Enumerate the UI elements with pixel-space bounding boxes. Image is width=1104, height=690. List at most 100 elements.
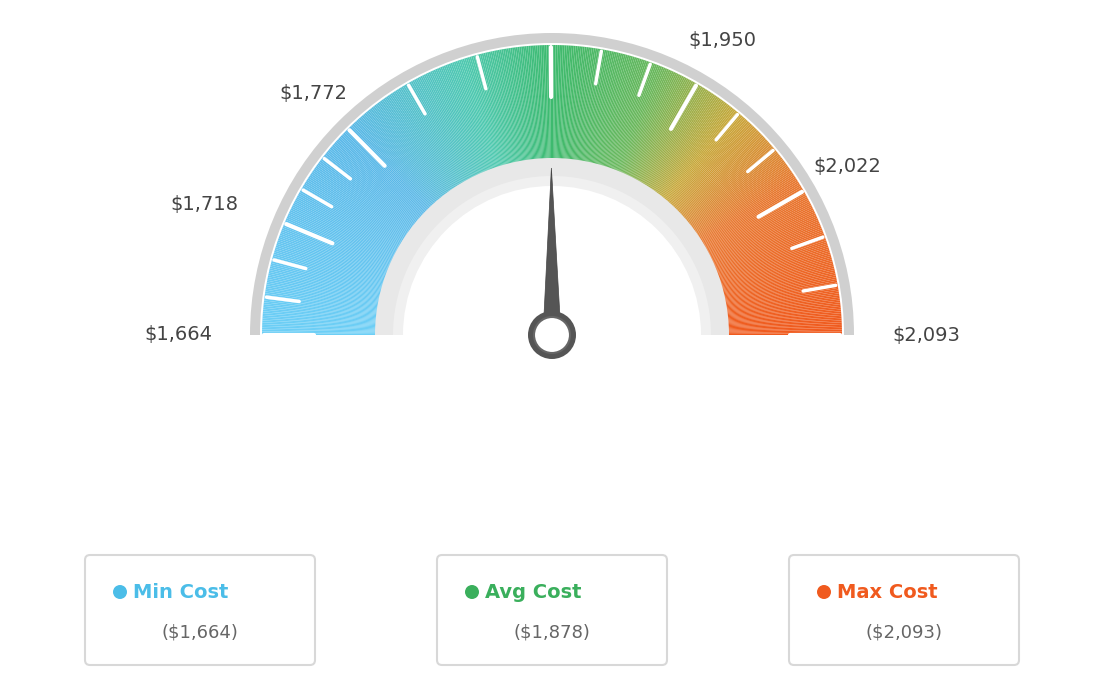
- Wedge shape: [714, 226, 821, 270]
- Wedge shape: [586, 50, 609, 164]
- Wedge shape: [604, 58, 640, 168]
- Wedge shape: [720, 253, 830, 286]
- Wedge shape: [323, 155, 415, 227]
- Wedge shape: [574, 48, 591, 161]
- Wedge shape: [277, 242, 386, 280]
- Wedge shape: [389, 94, 455, 190]
- Wedge shape: [275, 249, 385, 284]
- Wedge shape: [609, 61, 648, 170]
- Wedge shape: [363, 114, 438, 202]
- Wedge shape: [666, 115, 742, 203]
- Wedge shape: [295, 200, 397, 255]
- Wedge shape: [375, 104, 446, 196]
- Wedge shape: [584, 50, 606, 163]
- Wedge shape: [626, 72, 677, 177]
- Wedge shape: [395, 90, 458, 188]
- Wedge shape: [523, 46, 535, 161]
- Wedge shape: [267, 281, 380, 304]
- Wedge shape: [720, 254, 831, 287]
- FancyBboxPatch shape: [789, 555, 1019, 665]
- Wedge shape: [512, 48, 529, 161]
- Wedge shape: [513, 48, 530, 161]
- Wedge shape: [306, 179, 404, 242]
- Wedge shape: [726, 302, 840, 316]
- Wedge shape: [265, 293, 379, 311]
- Wedge shape: [726, 308, 841, 319]
- Wedge shape: [688, 153, 779, 226]
- Wedge shape: [710, 208, 814, 259]
- Wedge shape: [279, 235, 388, 276]
- Wedge shape: [606, 59, 644, 169]
- Wedge shape: [666, 114, 741, 202]
- Wedge shape: [680, 137, 765, 216]
- Wedge shape: [268, 273, 381, 299]
- Wedge shape: [572, 47, 586, 161]
- Wedge shape: [608, 60, 647, 170]
- Wedge shape: [712, 218, 818, 266]
- Wedge shape: [288, 213, 393, 262]
- Wedge shape: [593, 53, 620, 165]
- Wedge shape: [726, 313, 841, 323]
- Wedge shape: [713, 223, 820, 268]
- Wedge shape: [618, 67, 664, 173]
- Wedge shape: [659, 106, 731, 197]
- Wedge shape: [669, 119, 746, 205]
- Wedge shape: [314, 169, 408, 236]
- Wedge shape: [661, 108, 734, 199]
- Wedge shape: [724, 284, 838, 306]
- Wedge shape: [643, 87, 704, 186]
- Wedge shape: [406, 83, 465, 184]
- Wedge shape: [250, 33, 854, 335]
- Wedge shape: [400, 87, 461, 186]
- Wedge shape: [562, 46, 570, 160]
- Circle shape: [465, 585, 479, 599]
- Wedge shape: [723, 277, 837, 301]
- Wedge shape: [684, 146, 773, 221]
- Polygon shape: [543, 168, 561, 350]
- Wedge shape: [312, 170, 407, 237]
- Wedge shape: [297, 195, 399, 252]
- Wedge shape: [327, 152, 416, 225]
- Wedge shape: [473, 55, 506, 167]
- Wedge shape: [468, 57, 502, 168]
- Wedge shape: [719, 246, 828, 282]
- Wedge shape: [677, 131, 760, 213]
- Wedge shape: [593, 53, 623, 165]
- Wedge shape: [726, 324, 842, 330]
- Wedge shape: [278, 237, 388, 277]
- Wedge shape: [638, 83, 697, 184]
- Wedge shape: [716, 237, 826, 277]
- Wedge shape: [380, 100, 449, 194]
- Wedge shape: [457, 60, 496, 170]
- Wedge shape: [660, 107, 733, 198]
- Wedge shape: [708, 204, 811, 257]
- Wedge shape: [696, 169, 790, 236]
- Wedge shape: [602, 57, 636, 168]
- Wedge shape: [726, 330, 842, 333]
- Wedge shape: [716, 235, 825, 276]
- Wedge shape: [299, 190, 401, 249]
- Wedge shape: [499, 50, 521, 163]
- Wedge shape: [338, 138, 424, 217]
- Wedge shape: [319, 160, 413, 230]
- Wedge shape: [720, 256, 831, 288]
- Wedge shape: [580, 48, 599, 162]
- Wedge shape: [647, 91, 711, 188]
- Wedge shape: [272, 259, 383, 290]
- Wedge shape: [266, 282, 380, 304]
- Wedge shape: [563, 46, 572, 160]
- Wedge shape: [373, 106, 445, 197]
- Wedge shape: [369, 109, 443, 199]
- Wedge shape: [463, 59, 499, 168]
- Wedge shape: [697, 170, 792, 237]
- Wedge shape: [538, 46, 544, 160]
- Wedge shape: [690, 157, 783, 228]
- Wedge shape: [552, 45, 554, 160]
- Wedge shape: [272, 261, 383, 291]
- Wedge shape: [266, 284, 380, 306]
- Wedge shape: [498, 50, 520, 163]
- Wedge shape: [272, 257, 383, 289]
- Wedge shape: [421, 76, 474, 179]
- Wedge shape: [680, 138, 766, 217]
- Wedge shape: [633, 77, 687, 180]
